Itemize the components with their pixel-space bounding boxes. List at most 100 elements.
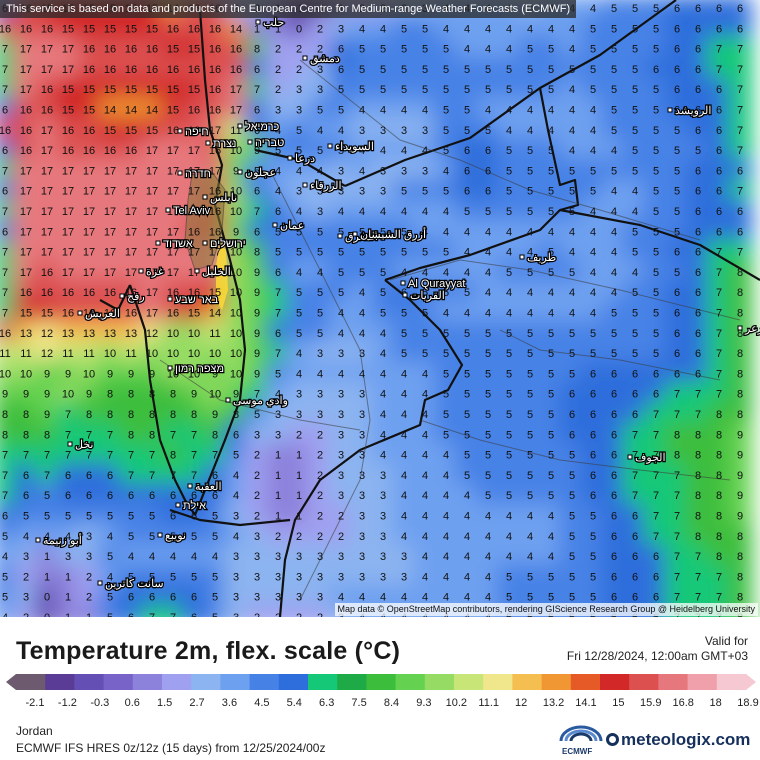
grid-value: 10 [104,348,116,360]
grid-value: 17 [146,226,158,238]
grid-value: 4 [569,308,575,320]
scale-segment [483,674,513,690]
place-label-al-qurayyat: Al Qurayyat [408,278,465,290]
grid-value: 4 [338,308,344,320]
temperature-cell [244,543,270,569]
grid-value: 4 [548,531,554,543]
grid-value: 16 [209,64,221,76]
temperature-cell [118,381,144,406]
grid-value: 5 [422,348,428,360]
grid-value: 16 [167,125,179,137]
grid-value: 5 [443,105,449,117]
temperature-cell [160,340,186,366]
grid-value: 10 [62,389,74,401]
grid-value: 17 [83,165,95,177]
grid-value: 5 [296,247,302,259]
grid-value: 5 [506,470,512,482]
grid-value: 5 [569,64,575,76]
grid-value: 1 [296,470,302,482]
temperature-cell [517,158,543,183]
grid-value: 3 [338,348,344,360]
grid-value: 16 [209,206,221,218]
grid-value: 4 [464,247,470,259]
temperature-cell [265,300,291,325]
temperature-cell [181,462,207,488]
temperature-cell [286,97,312,122]
temperature-cell [0,259,18,285]
grid-value: 4 [506,125,512,137]
temperature-cell [160,158,186,183]
temperature-cell [55,584,81,609]
temperature-cell [685,320,711,345]
grid-value: 4 [464,531,470,543]
temperature-cell [433,117,459,142]
grid-value: 6 [653,368,659,380]
grid-value: 5 [611,348,617,360]
temperature-cell [559,381,585,406]
temperature-cell [55,523,81,548]
weather-map[interactable]: 616151515151515141616231-1-1122334444344… [0,0,760,617]
grid-value: 10 [167,348,179,360]
grid-value: 4 [569,105,575,117]
grid-value: 15 [188,308,200,320]
grid-value: 5 [2,571,8,583]
temperature-cell [34,137,60,163]
temperature-cell [97,483,123,508]
grid-value: 7 [716,368,722,380]
grid-value: 6 [695,368,701,380]
temperature-cell [559,16,585,41]
valid-time: Fri 12/28/2024, 12:00am GMT+03 [566,649,748,663]
temperature-cell [454,158,480,183]
temperature-cell [727,137,753,163]
grid-value: 1 [44,551,50,563]
grid-value: 4 [359,368,365,380]
grid-value: 7 [653,470,659,482]
grid-value: 4 [464,592,470,604]
grid-value: 5 [443,84,449,96]
temperature-cell [454,36,480,61]
temperature-cell [706,442,732,467]
temperature-cell [55,77,81,102]
grid-value: 5 [485,328,491,340]
grid-value: 6 [611,571,617,583]
grid-value: 5 [443,409,449,421]
temperature-cell [559,36,585,61]
temperature-cell [181,97,207,122]
grid-value: 5 [506,450,512,462]
map-attribution[interactable]: Map data © OpenStreetMap contributors, r… [334,603,758,616]
temperature-cell [706,56,732,82]
grid-value: 6 [149,592,155,604]
temperature-cell [412,280,438,305]
grid-value: 6 [611,511,617,523]
meteologix-brand[interactable]: meteologix.com [606,730,750,750]
temperature-cell [475,361,501,386]
grid-value: 4 [464,44,470,56]
grid-value: 10 [230,267,242,279]
temperature-cell [76,239,102,264]
temperature-cell [265,340,291,366]
temperature-cell [580,340,606,366]
temperature-cell [0,137,18,163]
grid-value: 5 [506,328,512,340]
temperature-cell [286,462,312,488]
temperature-cell [265,361,291,386]
temperature-cell [160,604,186,617]
grid-value: 6 [611,531,617,543]
grid-value: 6 [128,592,134,604]
grid-value: 5 [611,328,617,340]
grid-value: 2 [254,511,260,523]
temperature-cell [76,178,102,203]
temperature-cell [34,259,60,285]
temperature-cell [496,280,522,305]
temperature-cell [580,0,606,21]
temperature-cell [118,543,144,569]
temperature-cell [13,16,39,41]
temperature-cell [538,36,564,61]
grid-value: 5 [107,551,113,563]
grid-value: 1 [65,571,71,583]
grid-value: 7 [716,44,722,56]
temperature-cell [349,198,375,224]
grid-value: 8 [737,531,743,543]
grid-value: 6 [86,490,92,502]
temperature-cell [685,543,711,569]
